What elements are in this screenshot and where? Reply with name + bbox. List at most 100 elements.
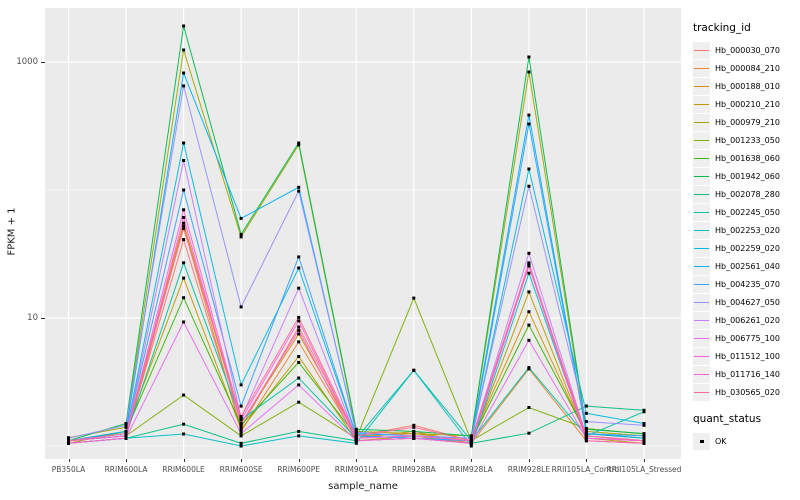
plot-panel [45,8,681,459]
data-point [297,286,301,290]
data-point [527,122,531,126]
data-point [182,224,186,228]
legend-key-swatch [693,149,710,167]
data-point [354,434,358,438]
data-point [354,439,358,443]
data-point [182,48,186,52]
data-point [527,431,531,435]
legend-color-line [694,319,709,321]
legend-item-Hb_004627_050: Hb_004627_050 [693,293,799,311]
data-point [527,263,531,267]
data-point [239,232,243,236]
data-point [182,276,186,280]
x-tick-label-RRII105LA_Stressed: RRII105LA_Stressed [606,465,682,474]
legend-key-swatch [693,293,710,311]
data-point [297,340,301,344]
data-point [239,429,243,433]
data-point [642,410,646,414]
legend-label: Hb_001638_060 [715,153,780,163]
legend-label: Hb_006261_020 [715,315,780,325]
data-point [527,338,531,342]
data-point [469,439,473,443]
legend-label: Hb_030565_020 [715,387,780,397]
legend-item-Hb_030565_020: Hb_030565_020 [693,383,799,401]
black-square-point-icon [700,439,704,443]
legend-label: Hb_001942_060 [715,171,780,181]
data-point [297,325,301,329]
x-tick-mark [241,459,243,462]
legend-item-Hb_000979_210: Hb_000979_210 [693,113,799,131]
data-point [182,238,186,242]
data-point [67,436,70,440]
data-point [527,184,531,188]
data-point [642,441,646,445]
legend-key-swatch [693,113,710,131]
x-tick-mark [471,459,473,462]
x-tick-label-RRIM928BA: RRIM928BA [391,465,436,474]
legend-label: Hb_011512_100 [715,351,780,361]
data-point [297,383,301,387]
legend-key-swatch [693,77,710,95]
data-point [182,24,186,28]
legend-color-line [694,49,709,51]
data-point [182,296,186,300]
data-point [182,393,186,397]
legend-key-swatch [693,432,710,450]
data-point [527,366,531,370]
legend-key-swatch [693,59,710,77]
data-point [182,320,186,324]
data-point [239,434,243,438]
data-point [354,430,358,434]
data-point [584,429,588,433]
legend-key-swatch [693,221,710,239]
data-point [527,167,531,171]
data-point [642,436,646,440]
legend-item-Hb_002561_040: Hb_002561_040 [693,257,799,275]
legend: tracking_id Hb_000030_070 Hb_000084_210 Hb… [693,22,799,450]
data-point [239,441,243,445]
legend-label: Hb_002078_280 [715,189,780,199]
legend-key-swatch [693,365,710,383]
legend-color-line [694,265,709,267]
legend-color-line [694,283,709,285]
legend-key-swatch [693,167,710,185]
x-tick-label-RRIM600SE: RRIM600SE [219,465,263,474]
legend-key-swatch [693,185,710,203]
y-tick-mark [41,62,45,63]
legend-color-line [694,355,709,357]
data-point [239,425,243,429]
legend-label: Hb_002245_050 [715,207,780,217]
data-point [527,310,531,314]
legend-item-Hb_002259_020: Hb_002259_020 [693,239,799,257]
legend-item-Hb_011512_100: Hb_011512_100 [693,347,799,365]
data-point [297,328,301,332]
data-point [584,434,588,438]
data-point [182,432,186,436]
data-point [412,425,416,429]
legend-item-Hb_001233_050: Hb_001233_050 [693,131,799,149]
data-point [584,432,588,436]
legend-item-Hb_000030_070: Hb_000030_070 [693,41,799,59]
legend-color-line [694,301,709,303]
legend-item-Hb_001942_060: Hb_001942_060 [693,167,799,185]
legend-item-Hb_000210_210: Hb_000210_210 [693,95,799,113]
legend-item-Hb_002245_050: Hb_002245_050 [693,203,799,221]
data-point [469,444,473,448]
y-axis-title: FPKM + 1 [6,207,18,256]
data-point [642,423,646,427]
data-point [412,436,416,440]
legend-label: Hb_001233_050 [715,135,780,145]
legend-label: Hb_011716_140 [715,369,780,379]
data-point [412,368,416,372]
x-tick-mark [528,459,530,462]
data-point [584,427,588,431]
legend-key-swatch [693,41,710,59]
data-point [297,319,301,323]
data-point [527,70,531,74]
data-point [297,266,301,270]
data-point [182,221,186,225]
data-point [584,404,588,408]
data-point [124,432,128,436]
data-point [584,420,588,424]
data-point [182,227,186,230]
